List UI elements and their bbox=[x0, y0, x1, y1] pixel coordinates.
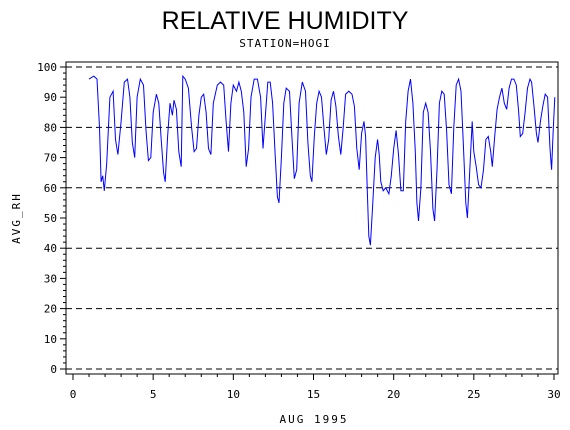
chart-title: RELATIVE HUMIDITY bbox=[162, 7, 409, 35]
x-tick-label: 10 bbox=[227, 388, 240, 401]
x-tick-label: 5 bbox=[150, 388, 157, 401]
y-axis-ticks: 0 10 20 30 40 50 60 70 80 90 100 bbox=[37, 61, 66, 376]
y-tick-label: 0 bbox=[50, 363, 57, 376]
x-tick-label: 25 bbox=[467, 388, 480, 401]
plot-area-frame bbox=[65, 61, 559, 375]
x-tick-label: 15 bbox=[307, 388, 320, 401]
x-tick-label: 0 bbox=[70, 388, 77, 401]
x-axis-label: AUG 1995 bbox=[280, 413, 349, 426]
y-tick-label: 70 bbox=[44, 152, 57, 165]
series-line-avg-rh bbox=[88, 74, 556, 246]
x-axis-ticks: 0 5 10 15 20 25 30 bbox=[70, 374, 561, 401]
x-tick-label: 20 bbox=[387, 388, 400, 401]
reference-lines bbox=[66, 66, 558, 370]
y-tick-label: 30 bbox=[44, 272, 57, 285]
y-tick-label: 50 bbox=[44, 212, 57, 225]
x-tick-label: 30 bbox=[547, 388, 560, 401]
chart-subtitle: STATION=HOGI bbox=[239, 37, 330, 50]
y-tick-label: 100 bbox=[37, 61, 57, 74]
y-tick-label: 80 bbox=[44, 121, 57, 134]
y-tick-label: 10 bbox=[44, 333, 57, 346]
y-tick-label: 20 bbox=[44, 303, 57, 316]
y-tick-label: 90 bbox=[44, 91, 57, 104]
y-tick-label: 40 bbox=[44, 242, 57, 255]
y-tick-label: 60 bbox=[44, 182, 57, 195]
y-axis-label: AVG_RH bbox=[10, 192, 23, 244]
